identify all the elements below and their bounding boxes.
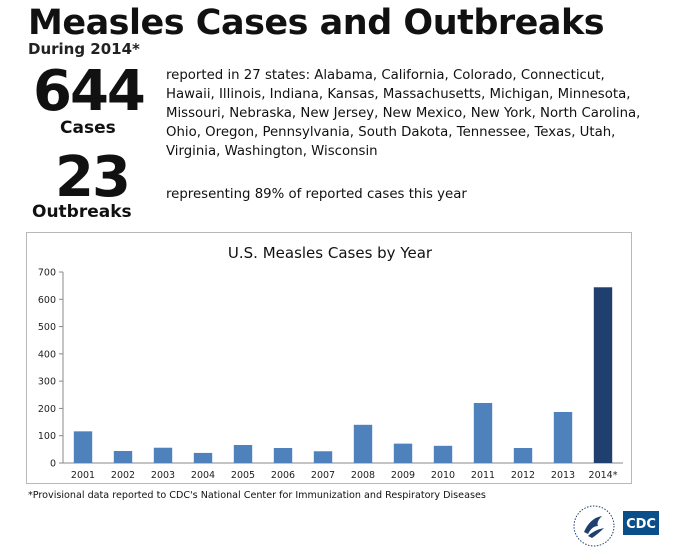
y-tick-label: 400 [38, 349, 56, 360]
measles-bar-chart: U.S. Measles Cases by Year 0 100 200 300 400… [26, 232, 632, 484]
bar-2011 [473, 402, 493, 463]
x-tick-label: 2006 [271, 470, 295, 481]
x-tick-label: 2008 [351, 470, 375, 481]
y-tick-label: 600 [38, 295, 56, 306]
bar-2004 [193, 452, 213, 463]
y-tick-label: 500 [38, 322, 56, 333]
y-tick-label: 100 [38, 431, 56, 442]
y-tick-label: 0 [50, 459, 56, 470]
x-tick-label: 2011 [471, 470, 495, 481]
bar-2008 [353, 424, 373, 463]
outbreaks-description: representing 89% of reported cases this … [166, 187, 467, 202]
x-tick-label: 2002 [111, 470, 135, 481]
x-tick-label: 2007 [311, 470, 335, 481]
y-tick-label: 200 [38, 404, 56, 415]
y-tick-label: 300 [38, 377, 56, 388]
x-tick-label: 2003 [151, 470, 175, 481]
cases-number: 644 [33, 59, 146, 124]
x-tick-label: 2012 [511, 470, 535, 481]
bar-2009 [393, 443, 413, 463]
x-tick-label: 2005 [231, 470, 255, 481]
x-tick-label: 2010 [431, 470, 455, 481]
outbreaks-number: 23 [55, 145, 131, 210]
footnote: *Provisional data reported to CDC's Nati… [28, 490, 486, 501]
bar-2010 [433, 445, 453, 463]
x-tick-label: 2001 [71, 470, 95, 481]
bar-2006 [273, 447, 293, 463]
bar-2012 [513, 447, 533, 463]
cdc-logo: CDC [623, 511, 659, 535]
bar-2007 [313, 451, 333, 463]
x-tick-label: 2013 [551, 470, 575, 481]
page-title: Measles Cases and Outbreaks [28, 3, 605, 43]
page-subtitle: During 2014* [28, 40, 140, 58]
y-tick-label: 700 [38, 268, 56, 279]
x-tick-label: 2014* [589, 470, 618, 481]
bar-2003 [153, 447, 173, 463]
hhs-eagle-icon [573, 505, 615, 547]
x-tick-label: 2004 [191, 470, 215, 481]
bar-2001 [73, 431, 93, 463]
cdc-logo-text: CDC [626, 517, 656, 532]
bar-2002 [113, 450, 133, 463]
cases-label: Cases [60, 118, 116, 138]
cases-description: reported in 27 states: Alabama, Californ… [166, 68, 641, 159]
chart-svg: U.S. Measles Cases by Year 0 100 200 300 400… [38, 244, 623, 481]
x-tick-label: 2009 [391, 470, 415, 481]
bar-2014 [593, 287, 613, 463]
bar-2013 [553, 411, 573, 463]
outbreaks-label: Outbreaks [32, 202, 132, 222]
bar-2005 [233, 444, 253, 463]
chart-title: U.S. Measles Cases by Year [228, 244, 433, 262]
